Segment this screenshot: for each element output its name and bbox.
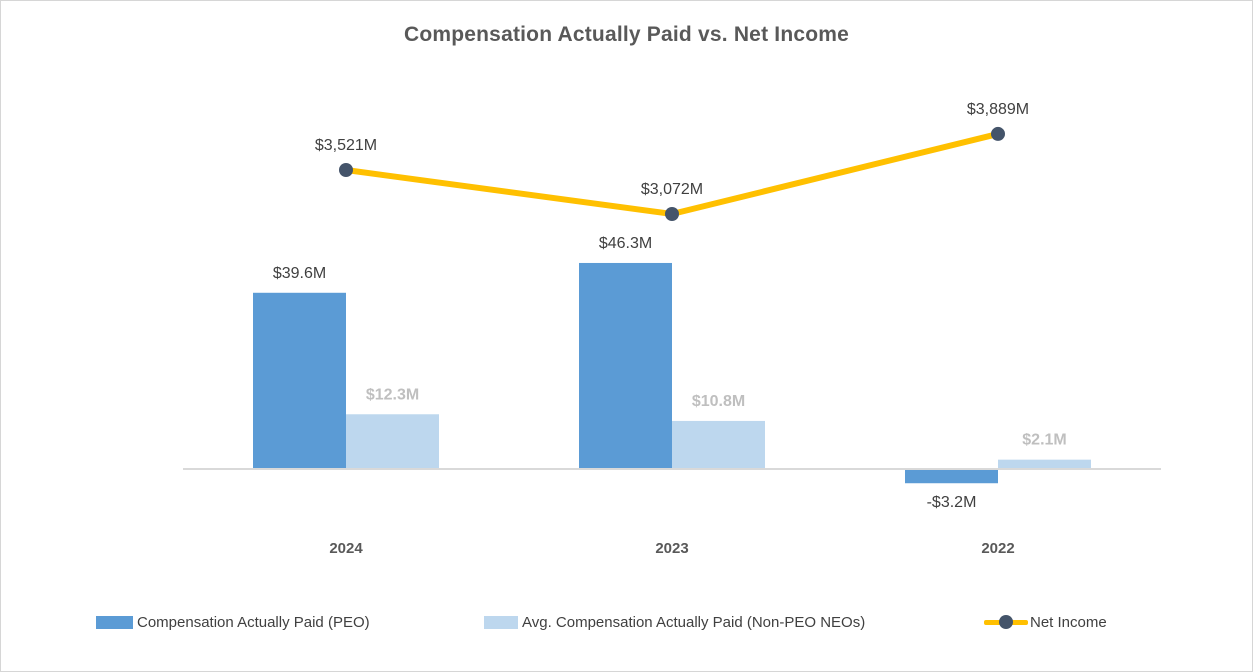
net-income-data-label: $3,072M bbox=[641, 181, 703, 198]
category-label-2022: 2022 bbox=[981, 540, 1014, 557]
bar-non-peo-2022 bbox=[998, 459, 1091, 469]
bar-peo-2022 bbox=[905, 469, 998, 484]
bar-data-label: $46.3M bbox=[599, 235, 652, 252]
net-income-line bbox=[343, 130, 1001, 218]
net-income-marker-2023 bbox=[665, 207, 679, 222]
net-income-data-label: $3,521M bbox=[315, 137, 377, 154]
chart-title: Compensation Actually Paid vs. Net Incom… bbox=[403, 23, 850, 46]
net-income-marker-2024 bbox=[339, 163, 353, 177]
bar-data-label: $39.6M bbox=[273, 265, 326, 282]
bar-non-peo-2023 bbox=[672, 420, 765, 469]
bar-data-label: -$3.2M bbox=[927, 494, 977, 511]
category-label-2023: 2023 bbox=[655, 540, 688, 557]
bar-data-label: $2.1M bbox=[1022, 432, 1066, 449]
net-income-marker-2022 bbox=[991, 126, 1005, 141]
bar-data-label: $10.8M bbox=[692, 393, 745, 410]
bar-non-peo-2024 bbox=[346, 414, 439, 469]
bar-peo-2023 bbox=[579, 262, 672, 469]
category-label-2024: 2024 bbox=[329, 540, 363, 557]
bar-peo-2024 bbox=[253, 292, 346, 469]
bar-data-label: $12.3M bbox=[366, 386, 419, 403]
net-income-data-label: $3,889M bbox=[967, 101, 1029, 118]
